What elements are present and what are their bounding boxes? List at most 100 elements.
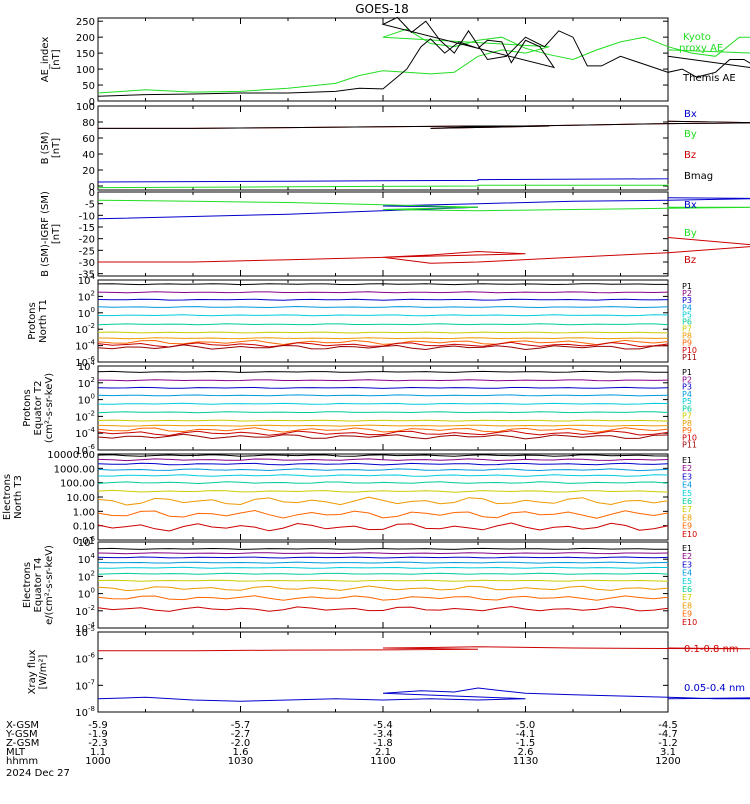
legend-E4: E4	[682, 569, 692, 578]
legend-bx: Bx	[684, 109, 697, 120]
series-line-P5	[97, 402, 669, 405]
y-tick-label: 250	[76, 17, 95, 28]
ephemeris-value: 1130	[513, 756, 538, 767]
legend-P7: P7	[682, 412, 692, 421]
y-tick-label: -30	[79, 258, 95, 269]
y-tick-label: -20	[79, 235, 95, 246]
legend-P7: P7	[682, 325, 692, 334]
legend-E6: E6	[682, 585, 692, 594]
legend-P2: P2	[682, 375, 692, 384]
series-line-P2	[97, 379, 669, 382]
legend-E7: E7	[682, 505, 692, 514]
y-tick-label: 50	[82, 81, 95, 92]
legend-E6: E6	[682, 497, 692, 506]
y-tick-label: 102	[78, 289, 95, 303]
ephemeris-label: hhmm	[6, 756, 38, 767]
series-line-E3	[97, 556, 669, 559]
y-axis-label: B (SM)-IGRF (SM)[nT]	[40, 191, 62, 277]
y-tick-label: -10	[79, 211, 95, 222]
ephemeris-value: -5.0	[516, 720, 536, 731]
y-tick-label: 0	[89, 97, 95, 108]
y-tick-label: 100	[78, 587, 95, 601]
y-tick-label: 0	[89, 182, 95, 193]
ephemeris-value: -5.9	[88, 720, 108, 731]
legend-P1: P1	[682, 282, 692, 291]
ephemeris-value: -1.2	[658, 738, 678, 749]
y-tick-label: 10-2	[75, 409, 95, 423]
series-line-E4	[97, 468, 669, 472]
legend-P4: P4	[682, 390, 692, 399]
series-line-E7	[97, 489, 669, 493]
legend-short-band: 0.05-0.4 nm	[684, 683, 745, 694]
y-tick-label: 20	[82, 166, 95, 177]
legend-P8: P8	[682, 419, 692, 428]
y-tick-label: 0.01	[73, 536, 95, 547]
series-line-by	[97, 199, 750, 212]
y-tick-label: 1.00	[73, 507, 95, 518]
series-line-P6	[97, 411, 669, 414]
legend-P8: P8	[682, 332, 692, 341]
legend-bx: Bx	[684, 200, 697, 211]
series-line-0-1-0-8-nm	[98, 646, 750, 652]
legend-kyoto-proxy-ae: Kyoto proxy AE	[679, 32, 723, 54]
y-axis-label: ElectronsEquator T4e/(cm²-s-sr-keV)	[22, 545, 55, 625]
series-line-E8	[97, 496, 669, 506]
legend-E3: E3	[682, 560, 692, 569]
legend-by: By	[684, 129, 697, 140]
y-axis-label: ProtonsEquator T2(cm²-s-sr-keV)	[22, 373, 55, 443]
ephemeris-value: -2.3	[88, 738, 108, 749]
ephemeris-value: 2.6	[518, 747, 534, 758]
series-line-E6	[97, 572, 669, 575]
y-tick-label: 10-2	[75, 604, 95, 618]
series-line-P3	[97, 386, 669, 389]
legend-E1: E1	[682, 456, 692, 465]
panel-frame	[97, 105, 669, 191]
ephemeris-value: -2.0	[231, 738, 251, 749]
legend-themis-ae: Themis AE	[682, 73, 736, 84]
series-line-E9	[97, 595, 669, 601]
series-line-E5	[97, 474, 669, 477]
ephemeris-value: -1.8	[373, 738, 393, 749]
series-line-P8	[97, 424, 669, 427]
legend-E5: E5	[682, 577, 692, 586]
y-tick-label: 100	[78, 306, 95, 320]
series-line-P4	[97, 394, 669, 397]
legend-E7: E7	[682, 593, 692, 602]
y-tick-label: 100.00	[60, 479, 95, 490]
series-line-E8	[97, 585, 669, 592]
ephemeris-value: 1200	[655, 756, 680, 767]
plot-title: GOES-18	[355, 2, 409, 16]
series-line-P1	[97, 283, 668, 286]
legend-E2: E2	[682, 552, 692, 561]
plot-date: 2024 Dec 27	[6, 768, 70, 779]
series-line-P8	[97, 337, 669, 340]
legend-P10: P10	[682, 346, 697, 355]
y-axis-label: AE_index[nT]	[40, 37, 62, 83]
panel-3: -35-30-25-20-15-10-50 B (SM)-IGRF (SM)[nT…	[40, 188, 750, 281]
legend-P9: P9	[682, 339, 692, 348]
y-axis-label: ElectronsNorth T3	[2, 474, 24, 520]
series-line-E5	[97, 566, 669, 569]
y-tick-label: -25	[79, 246, 95, 257]
ephemeris-value: 3.1	[660, 747, 676, 758]
legend-bmag: Bmag	[684, 171, 713, 182]
ephemeris-value: -2.7	[231, 729, 251, 740]
y-tick-label: 104	[78, 359, 96, 373]
ephemeris-value: 1000	[85, 756, 110, 767]
ephemeris-footer: X-GSM -5.9 -5.7 -5.4 -5.0 -4.5 Y-GSM -1.9 -2.7 -3…	[5, 720, 681, 779]
y-tick-label: -15	[79, 223, 95, 234]
ephemeris-value: -1.5	[516, 738, 536, 749]
ephemeris-value: -4.1	[516, 729, 536, 740]
ephemeris-value: -4.7	[658, 729, 678, 740]
y-tick-label: 104	[78, 273, 96, 287]
legend-P3: P3	[682, 383, 692, 392]
y-tick-label: 10-7	[75, 678, 95, 692]
panel-frame	[97, 453, 669, 541]
ephemeris-value: 2.1	[375, 747, 391, 758]
y-tick-label: 102	[78, 569, 95, 583]
y-tick-label: 0.10	[73, 522, 95, 533]
y-tick-label: 80	[82, 118, 95, 129]
